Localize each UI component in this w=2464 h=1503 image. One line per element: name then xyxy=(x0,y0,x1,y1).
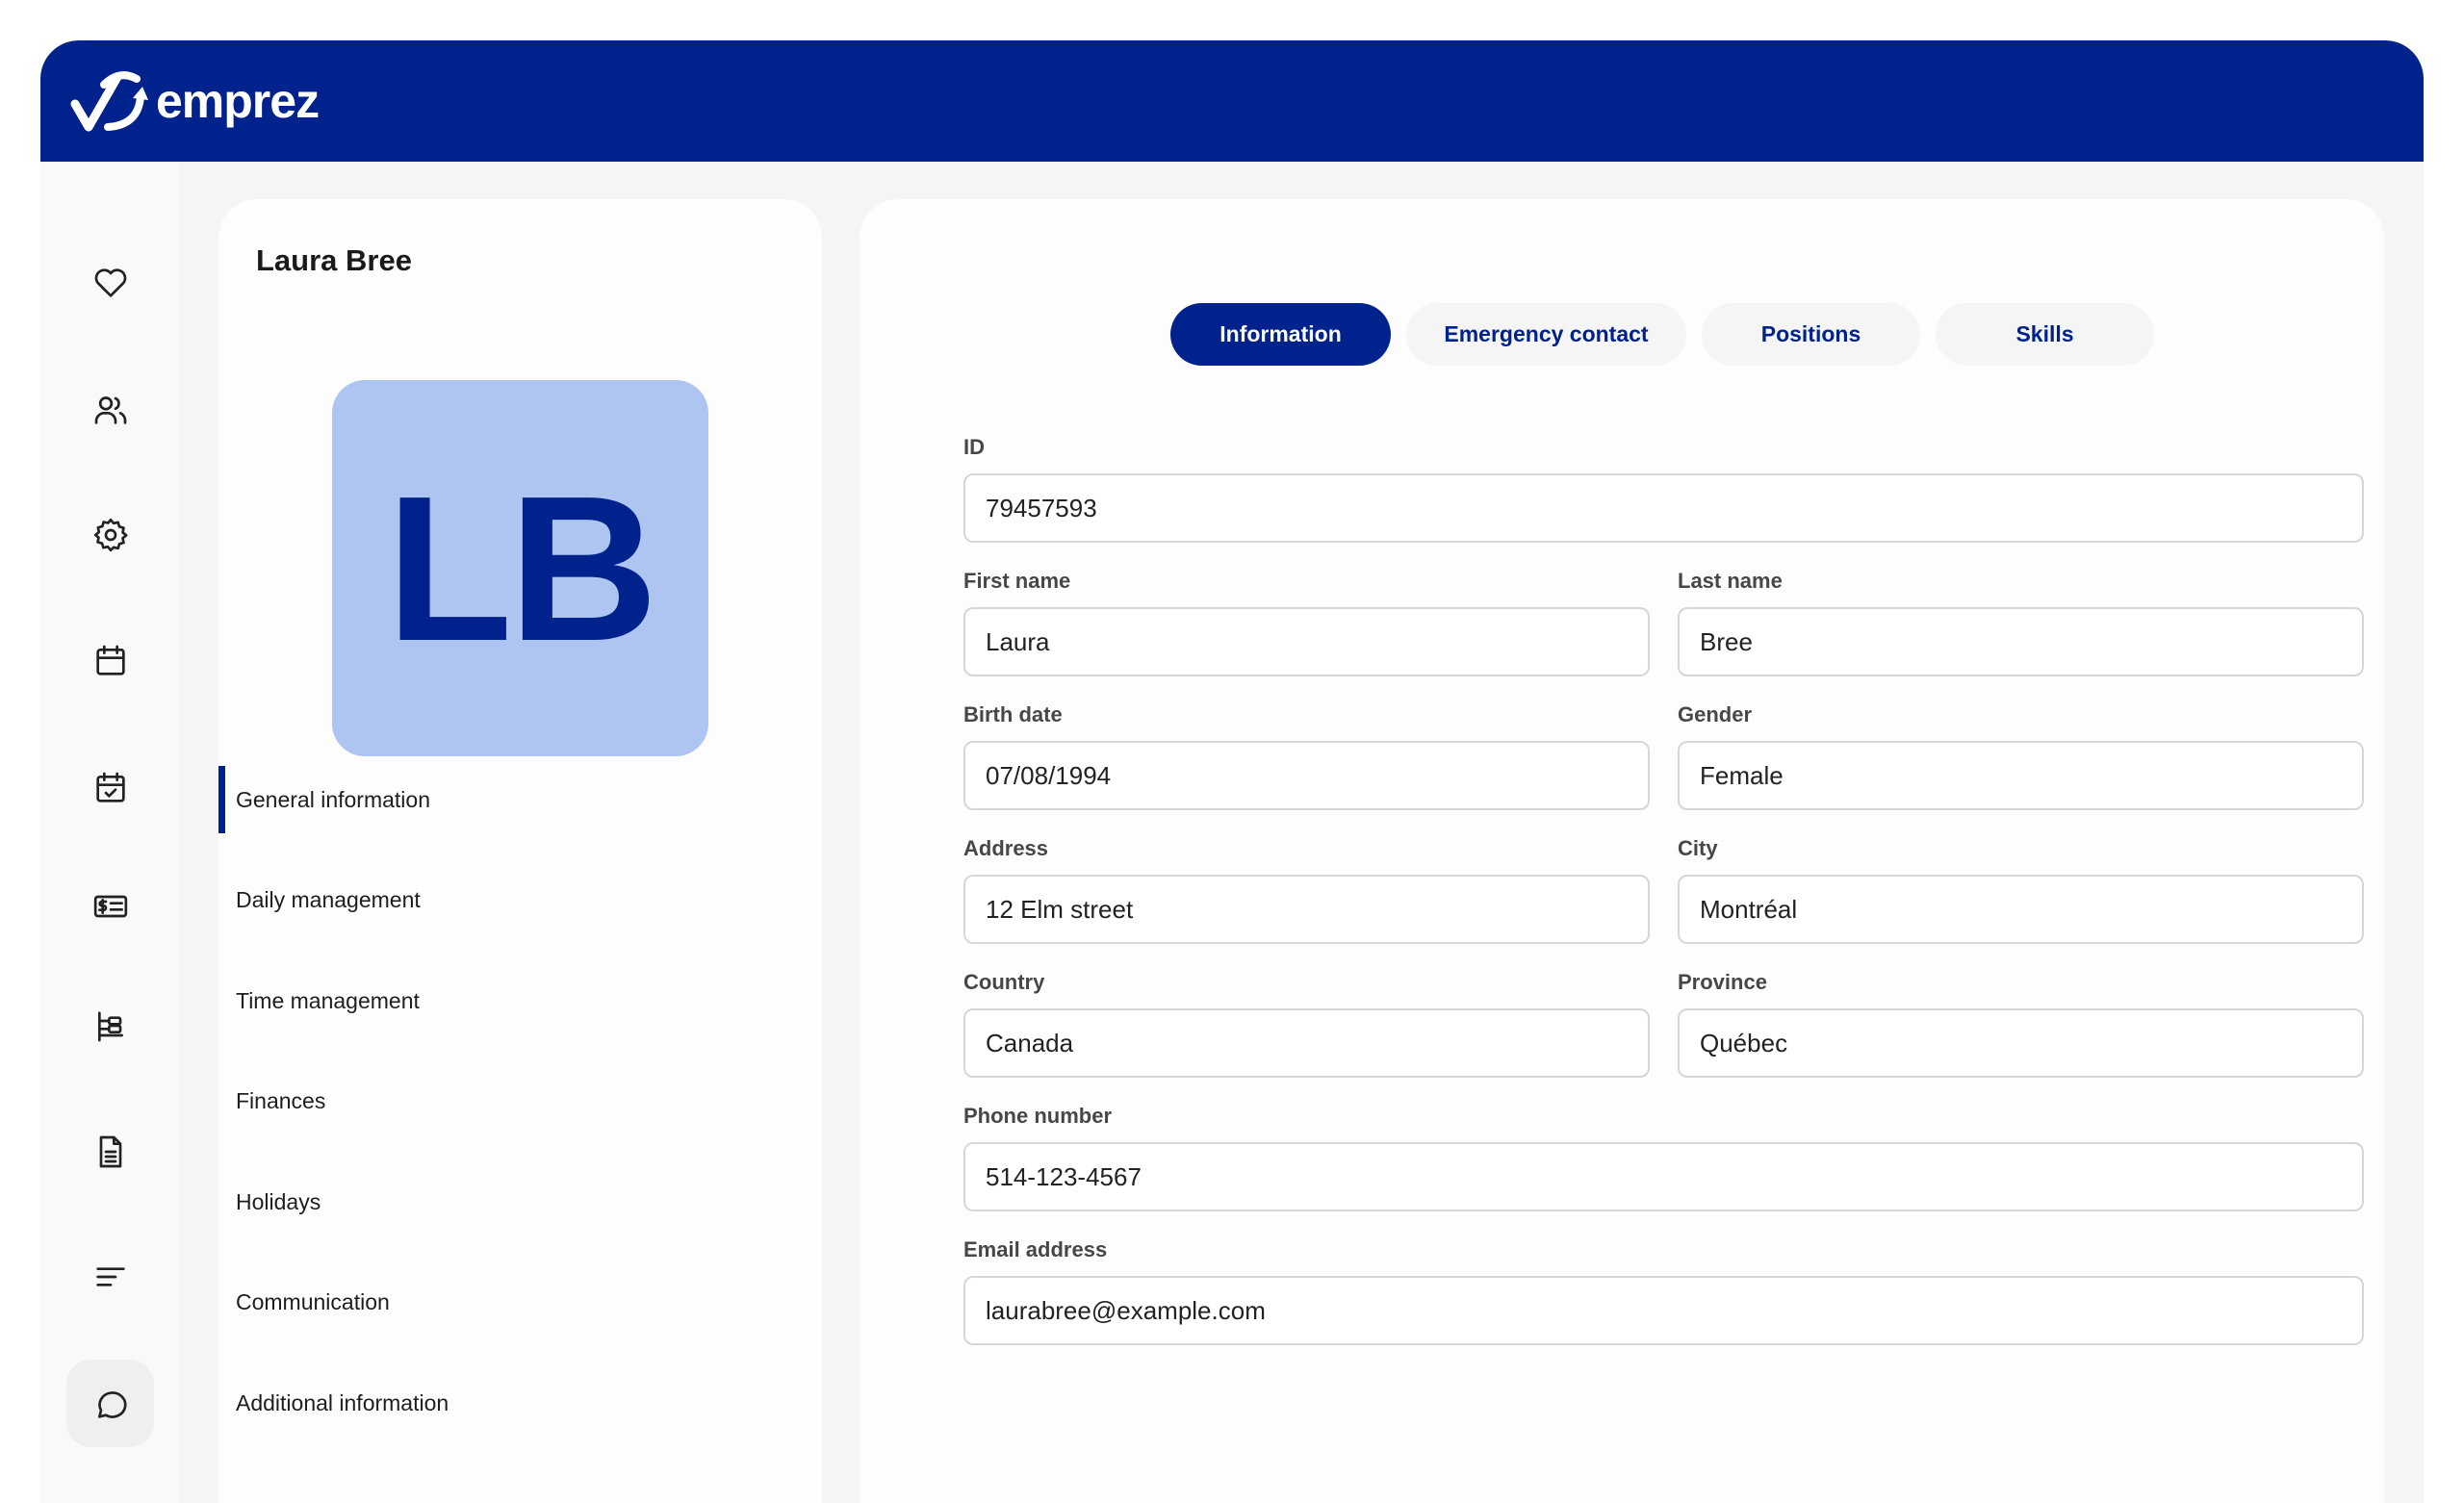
birth-date-field[interactable] xyxy=(963,741,1650,810)
employee-name: Laura Bree xyxy=(256,243,412,277)
city-field-group: City xyxy=(1678,836,2364,944)
province-label: Province xyxy=(1678,970,1767,994)
phone-label: Phone number xyxy=(963,1104,1113,1128)
menu-item-finances[interactable]: Finances xyxy=(236,1088,326,1114)
org-chart-icon xyxy=(97,1010,123,1041)
avatar: LB xyxy=(332,380,708,756)
last-name-field-group: Last name xyxy=(1678,569,2364,676)
heart-icon xyxy=(94,267,126,297)
gender-label: Gender xyxy=(1678,702,1753,726)
payroll-icon xyxy=(93,895,127,917)
last-name-label: Last name xyxy=(1678,569,1783,593)
first-name-field[interactable] xyxy=(963,607,1650,676)
logo-icon xyxy=(70,71,148,132)
list-icon xyxy=(95,1266,125,1286)
tab-skills[interactable]: Skills xyxy=(1936,303,2154,366)
id-label: ID xyxy=(963,435,985,459)
information-form: ID First name Last name Birth date Gende… xyxy=(963,435,2364,1345)
rail-employees[interactable] xyxy=(66,366,154,453)
gender-field[interactable] xyxy=(1678,741,2364,810)
tab-information[interactable]: Information xyxy=(1170,303,1391,366)
details-card: Information Emergency contact Positions … xyxy=(860,199,2384,1503)
menu-item-daily-management[interactable]: Daily management xyxy=(236,887,421,913)
rail-favorites[interactable] xyxy=(66,239,154,326)
province-field-group: Province xyxy=(1678,970,2364,1078)
brand-logo[interactable]: emprez xyxy=(69,67,320,135)
profile-card: Laura Bree LB General information Daily … xyxy=(218,199,822,1503)
phone-field-group: Phone number xyxy=(963,1104,2364,1211)
gender-field-group: Gender xyxy=(1678,702,2364,810)
first-name-label: First name xyxy=(963,569,1071,593)
top-header: emprez xyxy=(40,40,2424,162)
rail-documents[interactable] xyxy=(66,1108,154,1195)
city-label: City xyxy=(1678,836,1718,860)
email-field-group: Email address xyxy=(963,1237,2364,1345)
email-field[interactable] xyxy=(963,1276,2364,1345)
calendar-icon xyxy=(95,645,125,675)
birth-date-label: Birth date xyxy=(963,702,1063,726)
phone-field[interactable] xyxy=(963,1142,2364,1211)
first-name-field-group: First name xyxy=(963,569,1650,676)
icon-sidebar xyxy=(40,162,178,1503)
menu-item-communication[interactable]: Communication xyxy=(236,1289,390,1315)
country-field-group: Country xyxy=(963,970,1650,1078)
gear-icon xyxy=(93,518,127,551)
chat-icon xyxy=(97,1390,126,1418)
address-field-group: Address xyxy=(963,836,1650,944)
id-field-group: ID xyxy=(963,435,2364,543)
city-field[interactable] xyxy=(1678,875,2364,944)
last-name-field[interactable] xyxy=(1678,607,2364,676)
country-label: Country xyxy=(963,970,1045,994)
menu-item-time-management[interactable]: Time management xyxy=(236,987,420,1013)
address-label: Address xyxy=(963,836,1049,860)
profile-menu: General information Daily management Tim… xyxy=(218,750,822,1454)
country-field[interactable] xyxy=(963,1008,1650,1078)
province-field[interactable] xyxy=(1678,1008,2364,1078)
app-window: emprez xyxy=(40,40,2424,1503)
rail-payroll[interactable] xyxy=(66,862,154,950)
tab-bar: Information Emergency contact Positions … xyxy=(1170,303,2154,366)
brand-name: emprez xyxy=(156,74,320,128)
document-icon xyxy=(99,1135,121,1167)
menu-item-general-information[interactable]: General information xyxy=(218,750,822,851)
rail-list[interactable] xyxy=(66,1233,154,1320)
rail-org-chart[interactable] xyxy=(66,981,154,1069)
email-label: Email address xyxy=(963,1237,1108,1261)
rail-chat[interactable] xyxy=(66,1360,154,1447)
users-icon xyxy=(94,395,126,424)
rail-calendar[interactable] xyxy=(66,617,154,704)
birth-date-field-group: Birth date xyxy=(963,702,1650,810)
menu-item-additional-information[interactable]: Additional information xyxy=(236,1389,449,1415)
rail-settings[interactable] xyxy=(66,491,154,578)
address-field[interactable] xyxy=(963,875,1650,944)
rail-schedule[interactable] xyxy=(66,744,154,831)
menu-item-holidays[interactable]: Holidays xyxy=(236,1188,321,1214)
id-field[interactable] xyxy=(963,473,2364,543)
calendar-check-icon xyxy=(95,772,125,802)
tab-positions[interactable]: Positions xyxy=(1702,303,1920,366)
tab-emergency-contact[interactable]: Emergency contact xyxy=(1406,303,1686,366)
